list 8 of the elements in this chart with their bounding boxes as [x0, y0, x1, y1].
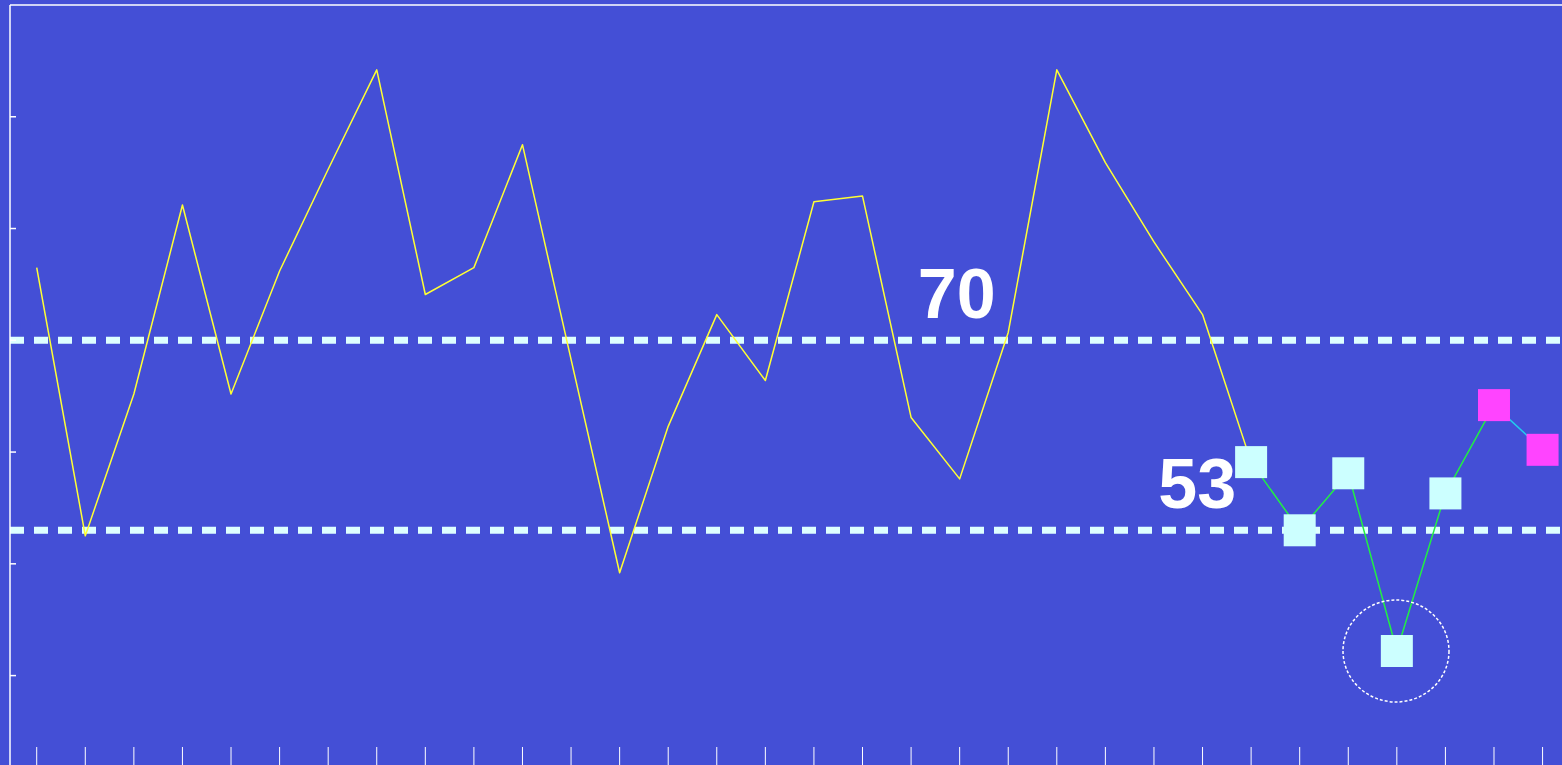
point [1283, 514, 1316, 547]
point [1429, 477, 1462, 510]
ref-line-label: 53 [1158, 445, 1237, 524]
point [1235, 446, 1268, 479]
point [1477, 389, 1510, 422]
ref-line-label: 70 [917, 255, 996, 334]
point [1332, 457, 1365, 490]
point [1526, 433, 1559, 466]
